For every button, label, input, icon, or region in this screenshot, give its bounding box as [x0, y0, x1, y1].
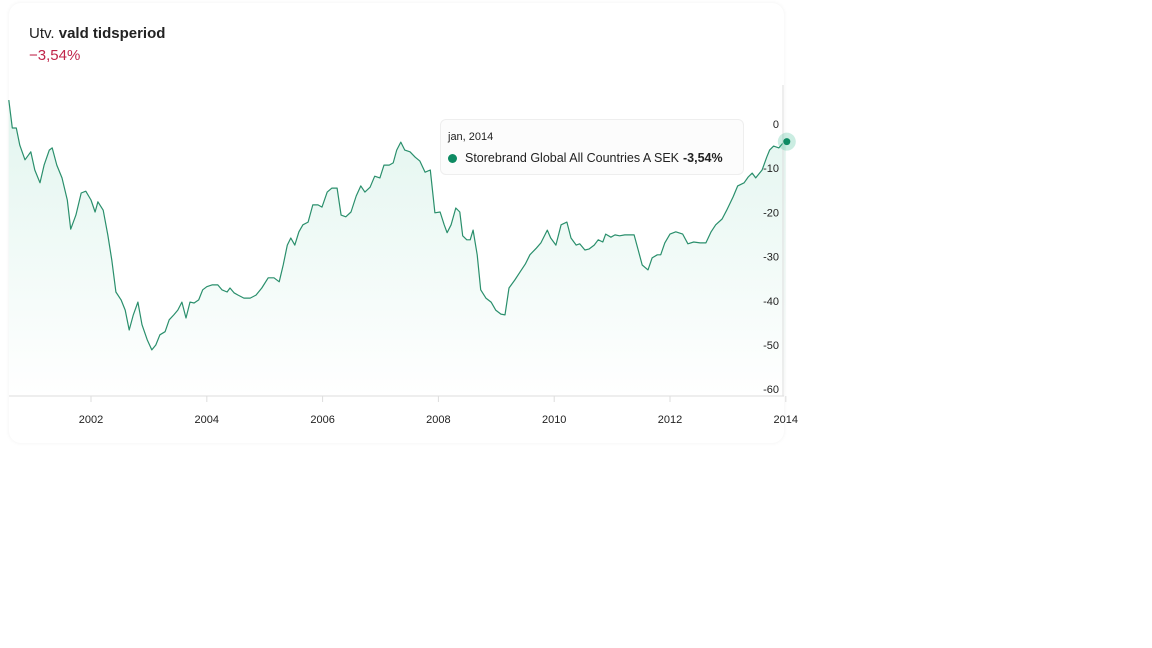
x-tick-label: 2006	[310, 414, 334, 426]
y-tick-label: -50	[763, 340, 779, 352]
title-prefix: Utv.	[29, 25, 55, 42]
series-dot-icon	[448, 153, 457, 163]
chart-tooltip: jan, 2014 Storebrand Global All Countrie…	[440, 119, 744, 175]
area-fill	[8, 100, 786, 396]
tooltip-series: Storebrand Global All Countries A SEK	[465, 151, 680, 165]
x-tick-label: 2002	[79, 414, 103, 426]
title-bold: vald tidsperiod	[58, 25, 166, 42]
x-tick-label: 2010	[542, 414, 566, 426]
tooltip-value: -3,54%	[683, 151, 723, 165]
x-tick-label: 2008	[426, 414, 450, 426]
x-tick-label: 2014	[774, 414, 798, 426]
tooltip-row: Storebrand Global All Countries A SEK -3…	[448, 151, 723, 165]
y-tick-label: -30	[763, 252, 779, 264]
y-tick-label: -10	[763, 163, 779, 175]
y-tick-label: -40	[763, 296, 779, 308]
period-change: −3,54%	[29, 47, 81, 64]
y-tick-label: 0	[773, 119, 779, 131]
x-tick-label: 2012	[658, 414, 682, 426]
y-tick-label: -60	[763, 384, 779, 396]
hover-point	[783, 138, 791, 146]
tooltip-date: jan, 2014	[448, 131, 494, 143]
x-tick-label: 2004	[195, 414, 219, 426]
series-line	[8, 100, 787, 351]
y-tick-label: -20	[763, 207, 779, 219]
chart-title: Utv. vald tidsperiod	[29, 25, 165, 42]
